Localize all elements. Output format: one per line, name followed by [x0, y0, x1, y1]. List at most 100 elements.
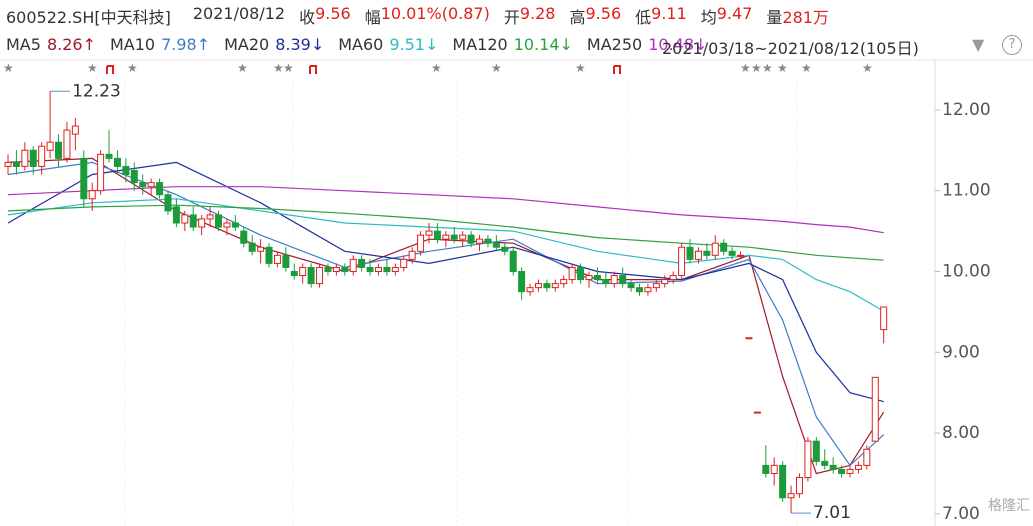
candle-body: [602, 279, 610, 285]
candle-body: [770, 464, 778, 474]
candle-body: [593, 275, 601, 281]
ma-legend: MA5 8.26↑ MA10 7.98↑ MA20 8.39↓ MA60 9.51↓ MA120…: [6, 35, 707, 54]
candle-body: [198, 218, 206, 228]
legend-value: 9.51↓: [389, 35, 439, 54]
symbol: 600522.SH[中天科技]: [6, 8, 171, 27]
candle-body: [4, 161, 12, 167]
candle-body: [130, 169, 138, 184]
candle-body: [551, 283, 559, 289]
candle-body: [307, 266, 315, 285]
quote-label: 低: [635, 8, 652, 27]
candle-body: [147, 182, 155, 188]
quote-value: 9.47: [716, 4, 753, 23]
ma-line: [7, 161, 884, 403]
star-marker: ★: [762, 61, 773, 75]
y-tick-label: 7.00: [942, 504, 980, 524]
candle-body: [686, 246, 694, 260]
dropdown[interactable]: ▼: [972, 35, 985, 54]
candle-body: [610, 275, 618, 285]
candle-body: [181, 214, 189, 224]
legend-value: 10.14↓: [513, 35, 573, 54]
candle-body: [366, 266, 374, 272]
candle-body: [694, 250, 702, 260]
candle-body: [669, 275, 677, 281]
legend-value: 8.26↑: [46, 35, 96, 54]
candle-body: [711, 242, 719, 256]
candle-body: [560, 279, 568, 285]
candle-body: [821, 460, 829, 466]
candle-body: [349, 258, 357, 272]
candle-body: [829, 464, 837, 470]
candle-body: [299, 266, 307, 277]
candle-body: [400, 258, 408, 268]
y-tick-label: 12.00: [942, 100, 991, 120]
candle-body: [526, 287, 534, 293]
legend-name: MA10: [109, 35, 156, 54]
candle-body: [518, 270, 526, 293]
candle-body: [492, 242, 500, 248]
candle-body: [105, 153, 113, 159]
candle-body: [804, 440, 812, 479]
candle-body: [164, 194, 172, 212]
candle-body: [189, 214, 197, 228]
candle-body: [442, 234, 450, 240]
candle-body: [425, 230, 433, 236]
event-flag: [106, 65, 114, 74]
candle-body: [223, 222, 231, 228]
legend-name: MA250: [586, 35, 643, 54]
star-marker: ★: [491, 61, 502, 75]
y-tick-label: 11.00: [942, 181, 991, 201]
quote-value: 10.01%(0.87): [380, 4, 490, 23]
candle-body: [282, 254, 290, 268]
candle-body: [880, 306, 888, 331]
candle-body: [787, 493, 795, 499]
candle-body: [88, 190, 96, 200]
month-lines: [124, 80, 798, 526]
star-marker: ★: [283, 61, 294, 75]
help-button[interactable]: ?: [1002, 35, 1022, 55]
annotation-label: 7.01: [813, 503, 851, 523]
candle-body: [324, 266, 332, 272]
quote-label: 开: [503, 8, 520, 27]
quote-value: 9.28: [519, 4, 556, 23]
ma-line: [7, 161, 885, 467]
candle-body: [737, 254, 745, 257]
legend-value: 8.39↓: [275, 35, 325, 54]
candle-body: [433, 230, 441, 240]
candle-body: [779, 464, 787, 499]
candle-body: [543, 283, 551, 289]
star-marker: ★: [3, 61, 14, 75]
candle-body: [417, 234, 425, 252]
candle-body: [46, 141, 54, 151]
candle-body: [509, 250, 517, 272]
legend-name: MA5: [6, 35, 41, 54]
legend-name: MA20: [224, 35, 270, 54]
star-marker: ★: [237, 61, 248, 75]
ma-line: [7, 204, 884, 261]
quote-value: 9.56: [315, 4, 351, 23]
candle-body: [63, 129, 71, 159]
star-marker: ★: [575, 61, 586, 75]
star-marker: ★: [777, 61, 788, 75]
event-flag: [309, 65, 317, 74]
candle-body: [863, 448, 871, 466]
candle-body: [467, 234, 475, 244]
candle-body: [619, 275, 627, 285]
candle-body: [534, 283, 542, 289]
candle-body: [156, 182, 164, 196]
candle-body: [812, 440, 820, 462]
candle-body: [459, 234, 467, 240]
candle-body: [97, 153, 105, 192]
candle-body: [273, 254, 281, 264]
star-marker: ★: [87, 61, 98, 75]
quote-label: 高: [569, 8, 586, 27]
candle-body: [484, 238, 492, 244]
quote-label: 均: [700, 8, 717, 27]
candle-body: [476, 238, 484, 244]
candle-body: [21, 149, 29, 167]
candle-body: [408, 250, 416, 260]
candle-body: [80, 157, 88, 200]
candle-body: [854, 464, 862, 470]
quote-value: 281万: [782, 8, 829, 27]
